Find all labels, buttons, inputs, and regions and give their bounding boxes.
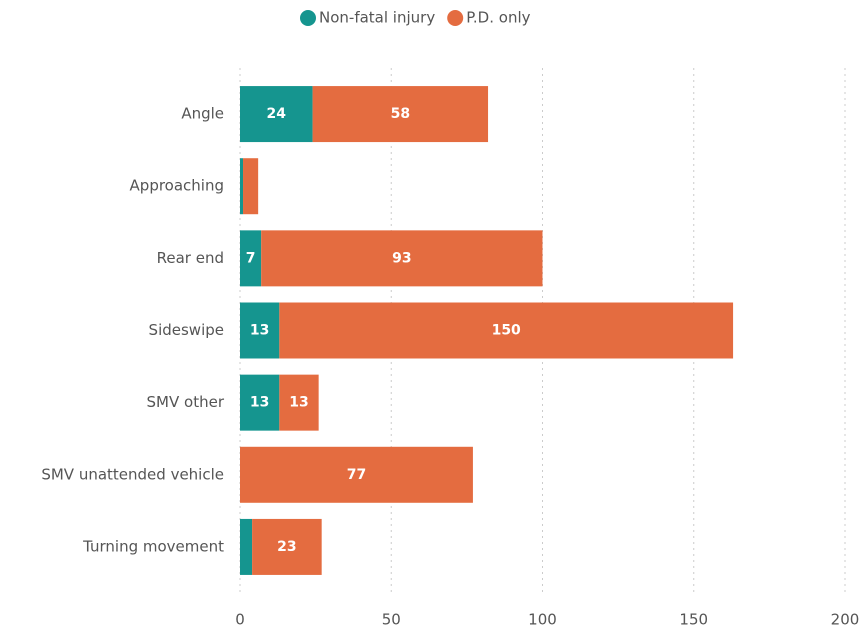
bar-segment — [252, 518, 322, 575]
y-tick-label: Turning movement — [82, 537, 224, 555]
legend-swatch — [300, 10, 316, 26]
bar-segment — [243, 158, 259, 215]
data-label: 150 — [492, 323, 521, 339]
data-label: 13 — [250, 323, 269, 339]
legend-label: P.D. only — [466, 9, 530, 27]
y-tick-label: Sideswipe — [149, 321, 224, 339]
x-tick-label: 50 — [382, 611, 401, 629]
bar-segment — [312, 86, 489, 143]
data-label: 13 — [289, 395, 308, 411]
legend-swatch — [447, 10, 464, 26]
y-tick-label: Angle — [181, 105, 224, 123]
bar-segment — [240, 374, 280, 431]
data-label: 23 — [277, 539, 296, 555]
data-label: 58 — [391, 106, 410, 122]
data-label: 13 — [250, 395, 269, 411]
bar-segment — [279, 374, 319, 431]
x-tick-label: 200 — [831, 611, 860, 629]
data-label: 24 — [267, 106, 287, 122]
x-tick-label: 100 — [528, 611, 557, 629]
bar-segment — [240, 86, 313, 143]
bar-segment — [240, 518, 253, 575]
y-tick-label: Approaching — [130, 177, 224, 195]
bar-segment — [261, 230, 543, 287]
y-tick-label: Rear end — [157, 249, 224, 267]
bar-segment — [240, 158, 244, 215]
x-tick-label: 0 — [235, 611, 245, 629]
bar-segment — [240, 230, 262, 287]
bar-segment — [279, 302, 734, 359]
y-tick-label: SMV other — [147, 393, 225, 411]
bar-segment — [240, 302, 280, 359]
data-label: 93 — [392, 250, 411, 266]
data-label: 7 — [246, 250, 256, 266]
y-tick-label: SMV unattended vehicle — [41, 465, 224, 483]
legend-label: Non-fatal injury — [319, 9, 435, 27]
x-tick-label: 150 — [679, 611, 708, 629]
data-label: 77 — [347, 467, 366, 483]
bar-segment — [240, 446, 473, 503]
